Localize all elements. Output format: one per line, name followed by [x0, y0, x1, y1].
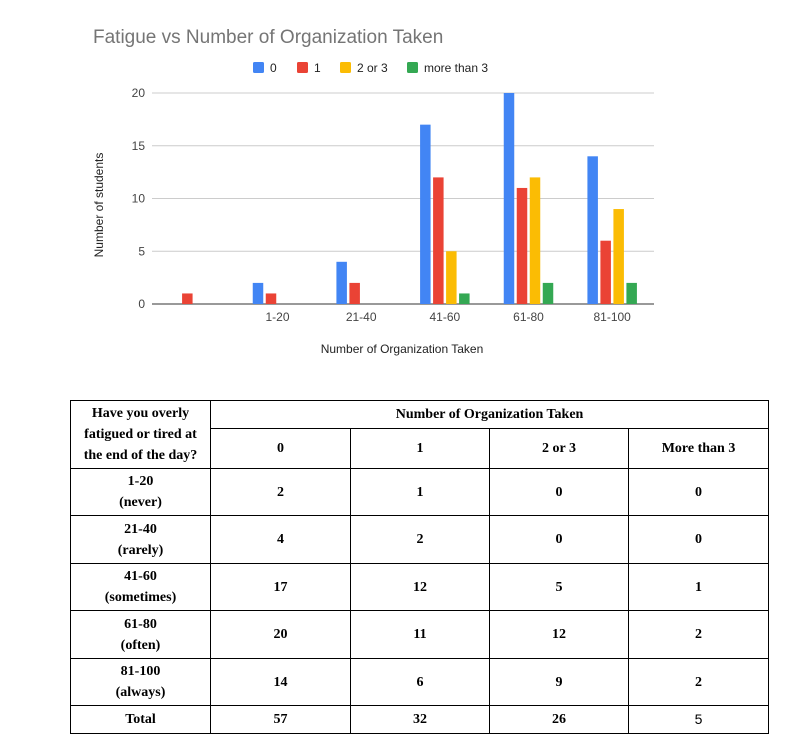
- y-tick-label: 15: [132, 139, 146, 153]
- table-cell: 6: [350, 658, 490, 706]
- row-range: 81-100: [120, 664, 161, 679]
- table-cell: 0: [627, 515, 770, 564]
- table-row: 41-60 (sometimes) 17 12 5 1: [70, 563, 770, 611]
- bar-1-20-series-0: [252, 282, 264, 304]
- row-description: (always): [115, 685, 166, 700]
- row-range: 1-20: [127, 474, 154, 489]
- bar-61-80-series-more-than-3: [542, 282, 554, 304]
- table-row: 61-80 (often) 20 11 12 2: [70, 610, 770, 659]
- bar-chart: Fatigue vs Number of Organization Taken …: [92, 27, 654, 356]
- bar-41-60-series-more-than-3: [459, 293, 470, 304]
- column-header: More than 3: [627, 428, 770, 469]
- table-row: 81-100 (always) 14 6 9 2: [70, 658, 770, 706]
- bar-81-100-series-1: [600, 240, 611, 304]
- legend-swatch: [407, 62, 418, 73]
- row-range: 21-40: [124, 521, 157, 537]
- bar-81-100-series-0: [587, 156, 598, 304]
- y-axis-title: Number of students: [92, 153, 106, 258]
- x-tick-label: 1-20: [265, 310, 289, 324]
- row-label: 1-20 (never): [70, 468, 211, 516]
- bar-61-80-series-1: [516, 187, 528, 304]
- total-cell: 32: [350, 705, 490, 734]
- table-cell: 20: [210, 610, 351, 659]
- bar-41-60-series-2-or-3: [446, 251, 457, 304]
- table-cell: 0: [489, 515, 629, 564]
- legend-swatch: [297, 62, 308, 73]
- table-cell: 2: [627, 658, 770, 706]
- column-header: 0: [210, 428, 351, 469]
- y-tick-label: 10: [132, 192, 146, 206]
- table-header-row-columns: 0 1 2 or 3 More than 3: [71, 428, 770, 469]
- chart-bars: [182, 93, 637, 305]
- legend-label: 1: [314, 61, 321, 75]
- row-description: (rarely): [117, 542, 164, 558]
- table-header-row-top: Have you overly fatigued or tired at the…: [70, 400, 770, 469]
- y-tick-label: 0: [138, 297, 145, 311]
- row-description: (sometimes): [104, 590, 177, 605]
- bar-blank-series-1: [182, 293, 193, 304]
- column-header: 2 or 3: [489, 428, 629, 469]
- bar-41-60-series-0: [420, 124, 431, 305]
- corner-header: Have you overly fatigued or tired at the…: [70, 400, 211, 469]
- table-cell: 12: [350, 563, 490, 611]
- table-cell: 1: [350, 468, 490, 516]
- bar-21-40-series-0: [336, 261, 347, 304]
- row-description: (often): [120, 637, 161, 653]
- row-label: 21-40 (rarely): [70, 515, 211, 564]
- table-row: 21-40 (rarely) 4 2 0 0: [70, 515, 770, 564]
- x-axis-title: Number of Organization Taken: [321, 342, 484, 356]
- table-cell: 12: [489, 610, 629, 659]
- table-cell: 14: [210, 658, 351, 706]
- row-label: 81-100 (always): [70, 658, 211, 706]
- legend-swatch: [340, 62, 351, 73]
- x-tick-label: 21-40: [346, 310, 377, 324]
- table-cell: 9: [489, 658, 629, 706]
- x-tick-label: 61-80: [513, 310, 544, 324]
- total-label: Total: [70, 705, 211, 734]
- row-description: (never): [119, 495, 162, 510]
- total-cell: 57: [210, 705, 351, 734]
- total-cell: 26: [489, 705, 629, 734]
- legend-label: 2 or 3: [357, 61, 388, 75]
- y-tick-label: 20: [132, 86, 146, 100]
- column-header: 1: [350, 428, 490, 469]
- group-header: Number of Organization Taken: [209, 400, 770, 429]
- data-table: Have you overly fatigued or tired at the…: [70, 400, 770, 734]
- legend-label: 0: [270, 61, 277, 75]
- bar-81-100-series-2-or-3: [613, 209, 624, 304]
- row-range: 41-60: [124, 569, 157, 584]
- table-cell: 0: [627, 468, 770, 516]
- table-cell: 11: [350, 610, 490, 659]
- legend-label: more than 3: [424, 61, 488, 75]
- chart-title: Fatigue vs Number of Organization Taken: [93, 27, 443, 48]
- x-tick-label: 81-100: [593, 310, 631, 324]
- x-tick-label: 41-60: [429, 310, 460, 324]
- total-cell: 5: [627, 705, 770, 734]
- bar-61-80-series-2-or-3: [529, 177, 541, 304]
- legend-swatch: [253, 62, 264, 73]
- y-axis-ticks: 0 5 10 15 20: [132, 86, 146, 311]
- table-cell: 0: [489, 468, 629, 516]
- table-row: 1-20 (never) 2 1 0 0: [70, 468, 770, 516]
- table-cell: 5: [489, 563, 629, 611]
- row-range: 61-80: [124, 616, 157, 632]
- table-cell: 2: [627, 610, 770, 659]
- bar-61-80-series-0: [503, 93, 515, 304]
- bar-1-20-series-1: [265, 293, 277, 304]
- chart-legend: 0 1 2 or 3 more than 3: [253, 61, 488, 75]
- chart-gridlines: [152, 92, 654, 305]
- table-total-row: Total 57 32 26 5: [70, 705, 770, 734]
- table-cell: 2: [210, 468, 351, 516]
- row-label: 61-80 (often): [70, 610, 211, 659]
- row-label: 41-60 (sometimes): [70, 563, 211, 611]
- table-cell: 4: [210, 515, 351, 564]
- bar-81-100-series-more-than-3: [626, 282, 637, 304]
- table-cell: 1: [627, 563, 770, 611]
- x-axis-ticks: 1-20 21-40 41-60 61-80 81-100: [265, 310, 631, 324]
- bar-41-60-series-1: [433, 177, 444, 304]
- table-cell: 17: [210, 563, 351, 611]
- bar-21-40-series-1: [349, 282, 360, 304]
- table-cell: 2: [350, 515, 490, 564]
- y-tick-label: 5: [138, 244, 145, 258]
